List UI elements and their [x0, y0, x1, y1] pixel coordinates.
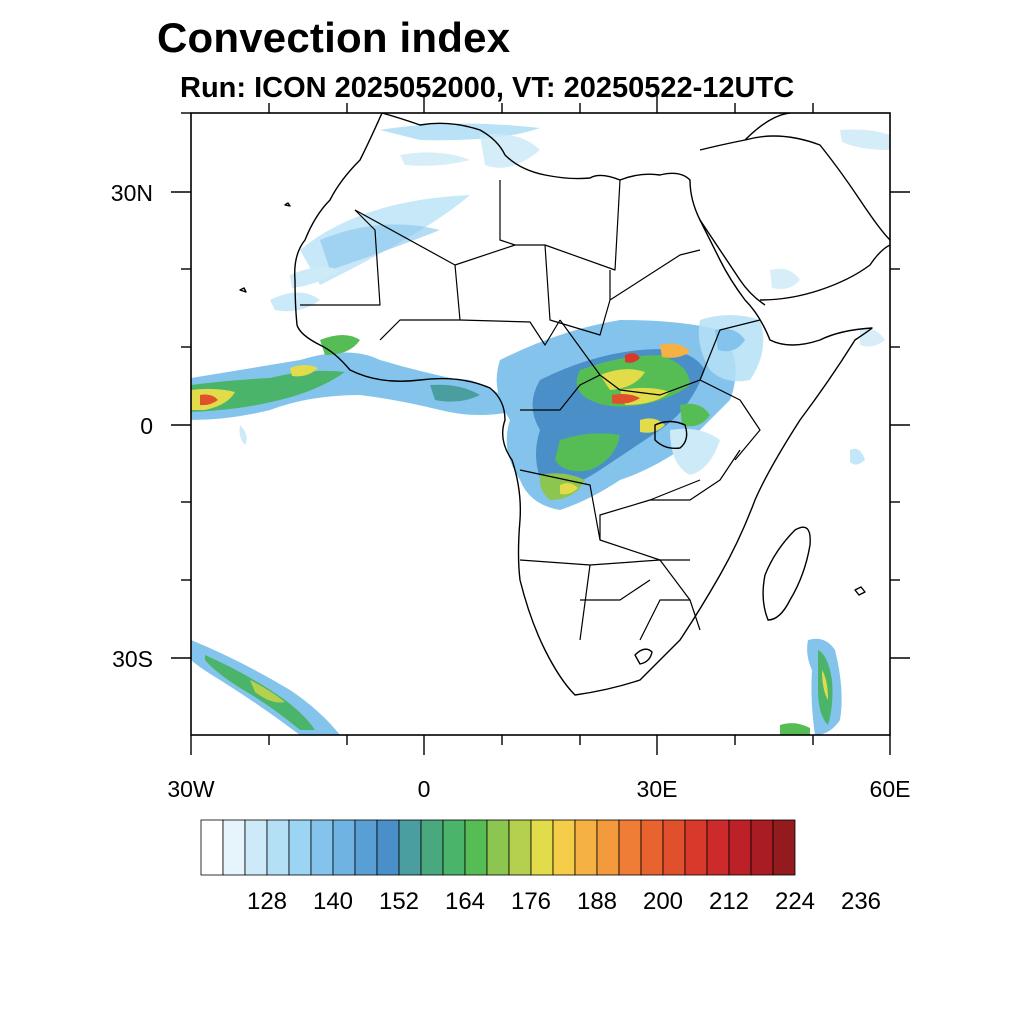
axis-ticks [171, 95, 910, 755]
colorbar-swatch [728, 819, 752, 876]
colorbar-tick-label: 140 [312, 888, 354, 915]
colorbar-swatch [310, 819, 334, 876]
colorbar-swatch [442, 819, 466, 876]
map-title: Convection index [157, 14, 511, 61]
colorbar-tick-label: 176 [510, 888, 552, 915]
lon-label-0: 0 [417, 776, 431, 802]
colorbar-swatch [662, 819, 686, 876]
colorbar-swatch [464, 819, 488, 876]
colorbar-swatch [706, 819, 730, 876]
colorbar-swatch [552, 819, 576, 876]
colorbar-swatch [508, 819, 532, 876]
colorbar [200, 819, 796, 876]
convection-field [191, 123, 890, 735]
colorbar-swatch [200, 819, 224, 876]
lat-label-30s: 30S [112, 646, 153, 672]
colorbar-swatch [640, 819, 664, 876]
colorbar-swatch [772, 819, 796, 876]
lat-label-0: 0 [140, 413, 153, 439]
lon-label-30w: 30W [167, 776, 215, 802]
colorbar-tick-label: 212 [708, 888, 750, 915]
lon-label-60e: 60E [869, 776, 911, 802]
colorbar-tick-label: 200 [642, 888, 684, 915]
colorbar-swatch [288, 819, 312, 876]
colorbar-swatch [684, 819, 708, 876]
colorbar-swatch [486, 819, 510, 876]
colorbar-tick-label: 152 [378, 888, 420, 915]
colorbar-tick-label: 236 [840, 888, 882, 915]
colorbar-swatch [420, 819, 444, 876]
colorbar-tick-label: 128 [246, 888, 288, 915]
colorbar-swatch [596, 819, 620, 876]
colorbar-swatch [398, 819, 422, 876]
colorbar-swatch [618, 819, 642, 876]
colorbar-swatch [376, 819, 400, 876]
colorbar-swatch [332, 819, 356, 876]
map-subtitle: Run: ICON 2025052000, VT: 20250522-12UTC [180, 72, 795, 104]
colorbar-swatch [222, 819, 246, 876]
colorbar-swatch [574, 819, 598, 876]
colorbar-swatch [244, 819, 268, 876]
colorbar-swatch [266, 819, 290, 876]
coastlines-borders [239, 113, 890, 696]
colorbar-tick-label: 164 [444, 888, 486, 915]
colorbar-tick-label: 188 [576, 888, 618, 915]
colorbar-tick-label: 224 [774, 888, 816, 915]
colorbar-swatch [354, 819, 378, 876]
lon-label-30e: 30E [636, 776, 678, 802]
lat-label-30n: 30N [110, 180, 153, 206]
colorbar-swatch [530, 819, 554, 876]
map-frame [190, 112, 891, 736]
colorbar-swatch [750, 819, 774, 876]
